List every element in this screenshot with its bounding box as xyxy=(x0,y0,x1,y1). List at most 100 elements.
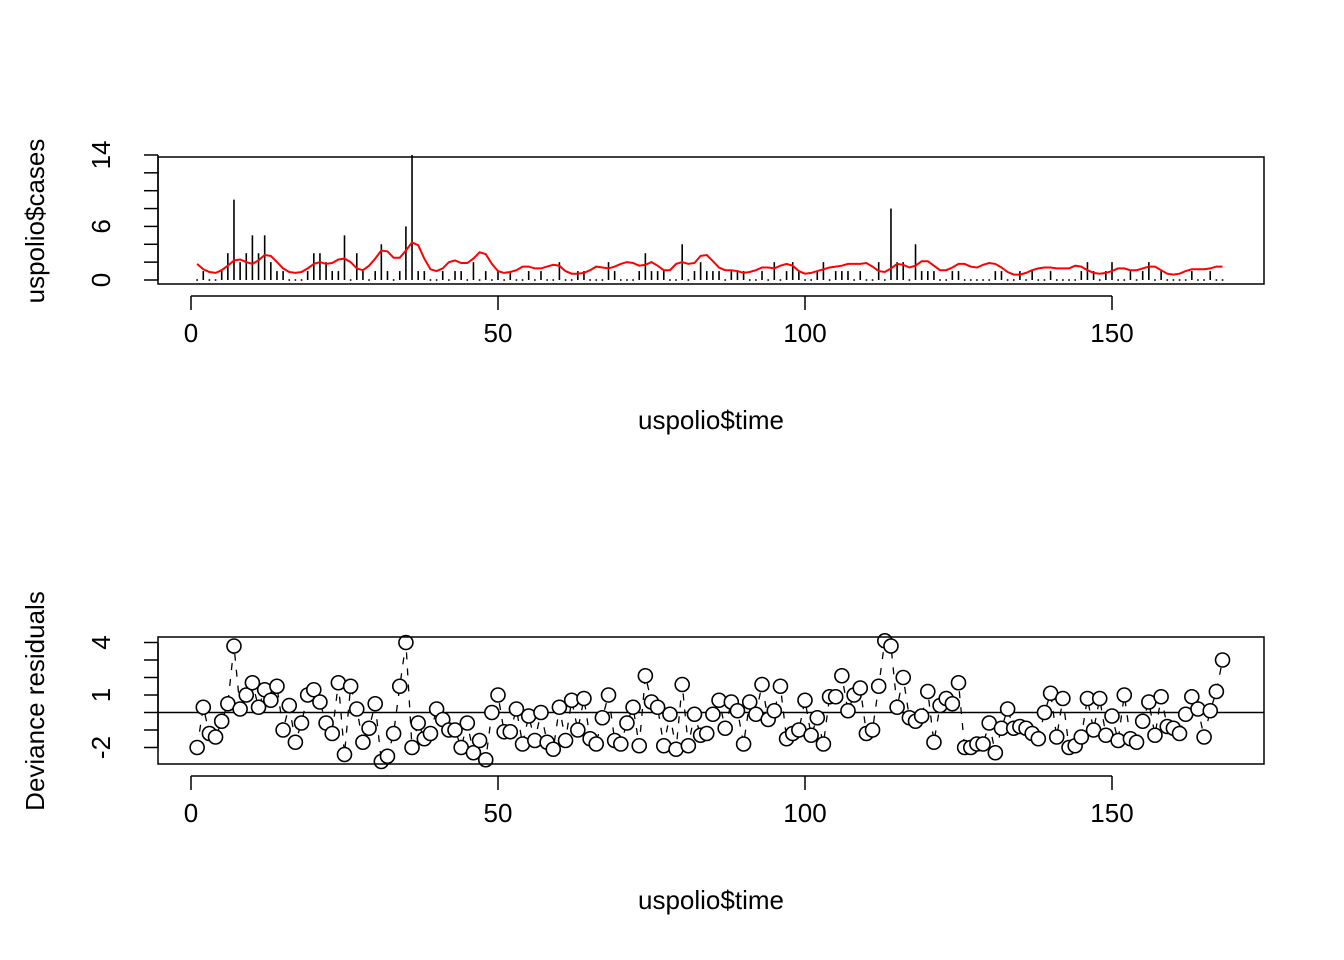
cases-y-axis: 0 6 14 xyxy=(86,141,159,287)
residual-point xyxy=(870,678,887,695)
residual-point xyxy=(926,734,942,751)
residual-point xyxy=(686,706,703,723)
cases-x-tick-label: 0 xyxy=(184,318,198,348)
residual-point xyxy=(348,701,365,717)
residual-point xyxy=(803,727,819,744)
residual-point xyxy=(570,722,586,738)
residual-point xyxy=(459,715,476,731)
residual-point xyxy=(391,678,408,695)
cases-panel: 0 50 100 150 0 6 14 uspolio$time uspolio$case… xyxy=(20,139,1265,435)
cases-y-tick-label: 0 xyxy=(86,273,116,287)
residuals-x-axis-title: uspolio$time xyxy=(638,885,784,915)
residual-point xyxy=(324,725,341,742)
residual-point xyxy=(471,732,488,749)
residual-point xyxy=(281,697,298,714)
residual-point xyxy=(950,674,967,691)
residual-point xyxy=(612,736,629,752)
residual-point xyxy=(883,638,899,654)
residual-point xyxy=(195,699,212,716)
residual-point xyxy=(250,699,267,716)
residual-point xyxy=(1116,687,1133,703)
residual-point xyxy=(207,729,224,745)
residuals-plot-area xyxy=(158,632,1264,770)
residual-point xyxy=(305,681,322,698)
residual-point xyxy=(637,667,654,684)
cases-x-axis: 0 50 100 150 xyxy=(184,295,1134,348)
cases-plot-area xyxy=(196,154,1224,281)
residuals-x-axis: 0 50 100 150 xyxy=(184,775,1134,828)
residuals-x-tick-label: 150 xyxy=(1090,798,1133,828)
fitted-values-line xyxy=(196,241,1223,276)
residual-point xyxy=(551,699,568,716)
residual-point xyxy=(840,702,856,719)
residual-point xyxy=(398,634,414,651)
residual-point xyxy=(545,741,562,758)
residual-point xyxy=(815,736,832,752)
residual-point xyxy=(987,744,1004,761)
residual-point xyxy=(336,746,353,763)
residual-point xyxy=(189,739,205,756)
residual-point xyxy=(465,744,482,761)
residual-point xyxy=(662,706,678,723)
residual-point xyxy=(698,725,715,742)
residual-point xyxy=(422,725,439,742)
residual-point xyxy=(766,702,783,719)
residual-point xyxy=(649,699,666,716)
residual-point xyxy=(1202,702,1219,719)
residuals-x-tick-label: 0 xyxy=(184,798,198,828)
residual-point xyxy=(1153,688,1169,705)
residual-point xyxy=(588,736,605,752)
residual-point xyxy=(1073,729,1090,745)
cases-x-tick-label: 50 xyxy=(484,318,513,348)
residual-point xyxy=(735,736,752,752)
residual-point xyxy=(944,695,961,712)
cases-y-tick-label: 14 xyxy=(86,141,116,170)
residual-point xyxy=(1091,690,1108,707)
residual-point xyxy=(864,722,881,738)
residuals-y-tick-label: 4 xyxy=(86,635,116,649)
residual-point xyxy=(533,704,549,721)
residual-point xyxy=(797,692,813,709)
residual-point xyxy=(889,699,905,716)
residual-point xyxy=(631,737,648,754)
residual-point xyxy=(999,701,1016,717)
residual-point xyxy=(852,680,869,696)
residual-point xyxy=(1048,729,1065,745)
residual-point xyxy=(244,674,261,691)
residual-point xyxy=(410,715,426,731)
residuals-y-axis-title: Deviance residuals xyxy=(20,591,50,811)
residual-point xyxy=(361,720,377,737)
residual-point xyxy=(1214,652,1231,668)
residual-point xyxy=(263,692,279,709)
residual-point xyxy=(809,709,826,726)
residual-point xyxy=(674,676,691,693)
residual-point xyxy=(619,715,635,731)
cases-x-tick-label: 100 xyxy=(783,318,826,348)
residual-point xyxy=(269,678,285,695)
residual-point xyxy=(1208,683,1225,700)
residual-point xyxy=(754,676,770,693)
residual-point xyxy=(502,723,519,740)
residual-point xyxy=(484,704,500,721)
residual-point xyxy=(576,690,592,707)
residual-point xyxy=(729,702,746,719)
residual-point xyxy=(213,713,230,730)
residual-point xyxy=(1171,725,1188,742)
residual-point xyxy=(1104,708,1120,724)
cases-x-axis-title: uspolio$time xyxy=(638,405,784,435)
residuals-panel: 0 50 100 150 -2 1 4 uspolio$time Deviance res… xyxy=(20,591,1265,915)
residual-point xyxy=(355,734,371,751)
cases-y-axis-title: uspolio$cases xyxy=(20,139,50,304)
residual-point xyxy=(625,699,641,716)
residual-point xyxy=(772,678,789,695)
residual-point xyxy=(293,715,310,731)
residual-point xyxy=(404,739,420,756)
residual-point xyxy=(232,701,248,717)
residuals-y-axis: -2 1 4 xyxy=(86,635,159,759)
residual-point xyxy=(557,732,574,749)
residuals-x-tick-label: 100 xyxy=(783,798,826,828)
residual-point xyxy=(287,734,304,751)
cases-y-tick-label: 6 xyxy=(86,219,116,233)
